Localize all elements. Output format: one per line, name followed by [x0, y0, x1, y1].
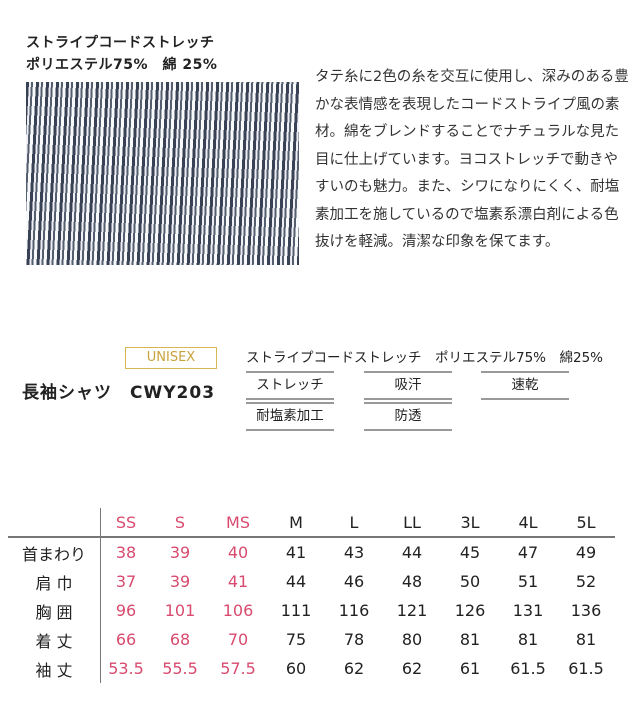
unisex-badge: UNISEX	[125, 347, 217, 369]
size-value: 75	[285, 630, 307, 649]
size-value: 96	[115, 601, 137, 620]
size-value: 136	[570, 601, 602, 620]
size-value: 78	[343, 630, 365, 649]
size-value: 106	[222, 601, 254, 620]
size-value: 68	[169, 630, 191, 649]
size-value: 39	[169, 572, 191, 591]
size-value: 61	[459, 659, 481, 678]
feature-tag: 速乾	[481, 371, 569, 400]
feature-tag: 吸汗	[364, 371, 452, 400]
table-row: 胸 囲 96 101 106 111 116 121 126 131 136	[8, 596, 615, 625]
size-value: 41	[285, 543, 307, 562]
size-header: M	[267, 508, 325, 538]
size-value: 44	[285, 572, 307, 591]
size-value: 81	[517, 630, 539, 649]
size-value: 43	[343, 543, 365, 562]
size-value: 70	[227, 630, 249, 649]
size-header: LL	[383, 508, 441, 538]
size-value: 51	[517, 572, 539, 591]
size-header: 4L	[499, 508, 557, 538]
size-value: 48	[401, 572, 423, 591]
size-value: 45	[459, 543, 481, 562]
size-value: 61.5	[568, 659, 604, 678]
size-value: 116	[338, 601, 370, 620]
row-label: 首まわり	[8, 537, 101, 567]
feature-tag: 耐塩素加工	[246, 402, 334, 431]
table-row: 肩 巾 37 39 41 44 46 48 50 51 52	[8, 567, 615, 596]
row-label: 肩 巾	[8, 567, 101, 596]
fabric-description: タテ糸に2色の糸を交互に使用し、深みのある豊かな表情感を表現したコードストライプ…	[315, 69, 629, 250]
size-value: 62	[343, 659, 365, 678]
feature-tag: 防透	[364, 402, 452, 431]
feature-tag: ストレッチ	[246, 371, 334, 400]
size-header: SS	[100, 508, 151, 538]
fabric-name: ストライプコードストレッチ	[26, 35, 215, 51]
size-value: 131	[512, 601, 544, 620]
fabric-swatch-image	[26, 82, 299, 265]
size-value: 57.5	[220, 659, 256, 678]
size-value: 62	[401, 659, 423, 678]
size-value: 126	[454, 601, 486, 620]
size-value: 52	[575, 572, 597, 591]
row-label: 胸 囲	[8, 596, 101, 625]
product-fabric-line: ストライプコードストレッチ ポリエステル75% 綿25%	[246, 350, 604, 366]
size-value: 121	[396, 601, 428, 620]
size-header: 3L	[441, 508, 499, 538]
size-value: 39	[169, 543, 191, 562]
size-header: S	[151, 508, 209, 538]
size-value: 81	[459, 630, 481, 649]
size-value: 80	[401, 630, 423, 649]
size-header: 5L	[557, 508, 615, 538]
fabric-composition: ポリエステル75% 綿 25%	[26, 57, 218, 73]
size-value: 50	[459, 572, 481, 591]
size-value: 55.5	[162, 659, 198, 678]
size-value: 37	[115, 572, 137, 591]
table-row: 袖 丈 53.5 55.5 57.5 60 62 62 61 61.5 61.5	[8, 654, 615, 683]
size-header-row: SS S MS M L LL 3L 4L 5L	[8, 508, 615, 538]
size-value: 53.5	[108, 659, 144, 678]
corner-cell	[8, 508, 101, 538]
size-value: 46	[343, 572, 365, 591]
row-label: 着 丈	[8, 625, 101, 654]
size-value: 101	[164, 601, 196, 620]
size-value: 60	[285, 659, 307, 678]
size-value: 111	[280, 601, 312, 620]
fabric-title: ストライプコードストレッチ ポリエステル75% 綿 25%	[26, 32, 217, 76]
row-label: 袖 丈	[8, 654, 101, 683]
product-name: 長袖シャツ CWY203	[22, 383, 216, 403]
table-row: 着 丈 66 68 70 75 78 80 81 81 81	[8, 625, 615, 654]
size-value: 66	[115, 630, 137, 649]
size-value: 49	[575, 543, 597, 562]
size-value: 44	[401, 543, 423, 562]
size-value: 81	[575, 630, 597, 649]
size-table: SS S MS M L LL 3L 4L 5L 首まわり 38 39 40 41 43 44 45 47 49 肩 …	[8, 508, 615, 683]
size-value: 41	[227, 572, 249, 591]
size-header: MS	[209, 508, 267, 538]
size-header: L	[325, 508, 383, 538]
table-row: 首まわり 38 39 40 41 43 44 45 47 49	[8, 537, 615, 567]
size-value: 38	[115, 543, 137, 562]
size-value: 61.5	[510, 659, 546, 678]
size-value: 40	[227, 543, 249, 562]
size-value: 47	[517, 543, 539, 562]
